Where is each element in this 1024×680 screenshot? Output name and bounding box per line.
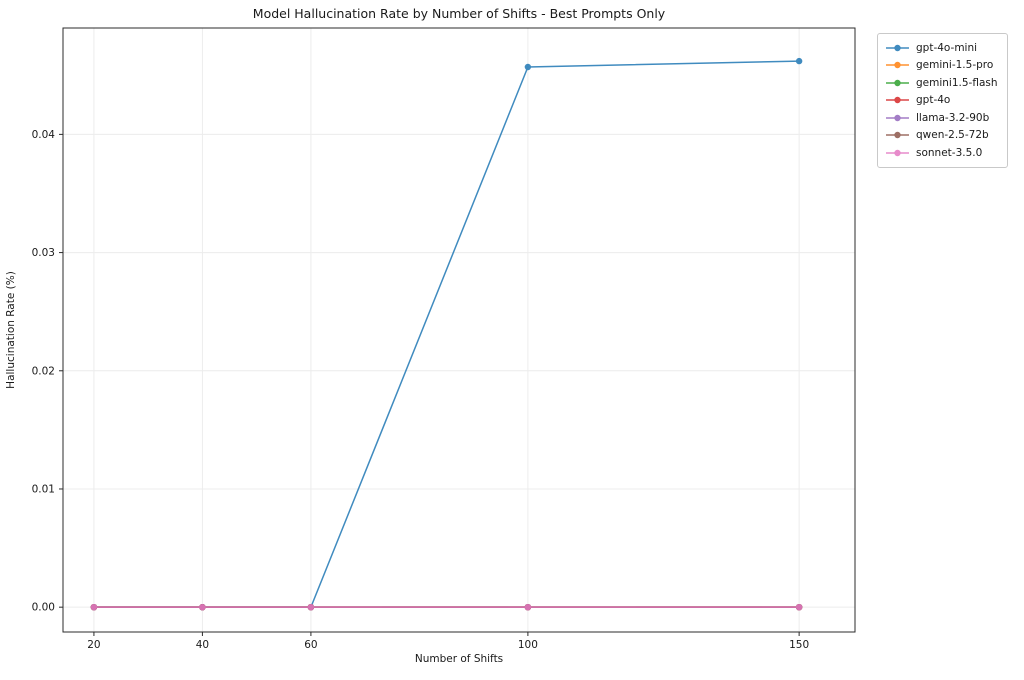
grid [63, 28, 855, 632]
legend-label: qwen-2.5-72b [916, 129, 989, 142]
legend-marker [886, 114, 909, 121]
legend-marker [886, 62, 909, 69]
legend-marker [886, 97, 909, 104]
x-tick-label: 20 [87, 639, 100, 651]
x-axis-ticks: 20 40 60 100 150 [87, 632, 809, 651]
legend-item-llama-3.2-90b: llama-3.2-90b [885, 109, 998, 127]
legend-label: gemini1.5-flash [916, 76, 998, 89]
y-tick-label: 0.00 [32, 602, 55, 614]
axes-layer: 20 40 60 100 150 0.00 0.01 0.02 0.03 0.04 [32, 27, 856, 651]
x-axis-label: Number of Shifts [415, 653, 503, 665]
chart-title: Model Hallucination Rate by Number of Sh… [253, 6, 666, 21]
plot-border [62, 27, 856, 633]
series-gpt-4o-mini [90, 57, 803, 611]
legend-item-gemini1.5-flash: gemini1.5-flash [885, 74, 998, 92]
legend-item-gpt-4o-mini: gpt-4o-mini [885, 39, 998, 57]
series-layer [90, 57, 803, 611]
legend-item-qwen-2.5-72b: qwen-2.5-72b [885, 127, 998, 145]
legend-label: gpt-4o-mini [916, 41, 978, 54]
legend: gpt-4o-mini gemini-1.5-pro gemini1.5-flash… [877, 33, 1008, 168]
legend-label: gemini-1.5-pro [916, 59, 994, 72]
x-tick-label: 60 [304, 639, 317, 651]
y-tick-label: 0.02 [32, 365, 55, 377]
legend-item-sonnet-3.5.0: sonnet-3.5.0 [885, 144, 998, 162]
y-tick-label: 0.04 [32, 129, 56, 141]
legend-marker [886, 149, 909, 156]
legend-marker [886, 44, 909, 51]
legend-marker [886, 132, 909, 139]
series-sonnet-3.5.0 [90, 603, 803, 611]
legend-marker [886, 79, 909, 86]
legend-item-gemini-1.5-pro: gemini-1.5-pro [885, 57, 998, 75]
legend-label: llama-3.2-90b [916, 111, 990, 124]
legend-item-gpt-4o: gpt-4o [885, 92, 998, 110]
x-tick-label: 150 [789, 639, 809, 651]
x-tick-label: 100 [518, 639, 538, 651]
legend-label: sonnet-3.5.0 [916, 146, 983, 159]
x-tick-label: 40 [196, 639, 209, 651]
y-tick-label: 0.01 [32, 483, 55, 495]
y-axis-ticks: 0.00 0.01 0.02 0.03 0.04 [32, 129, 63, 614]
y-axis-label: Hallucination Rate (%) [5, 271, 17, 389]
legend-label: gpt-4o [916, 94, 951, 107]
y-tick-label: 0.03 [32, 247, 55, 259]
